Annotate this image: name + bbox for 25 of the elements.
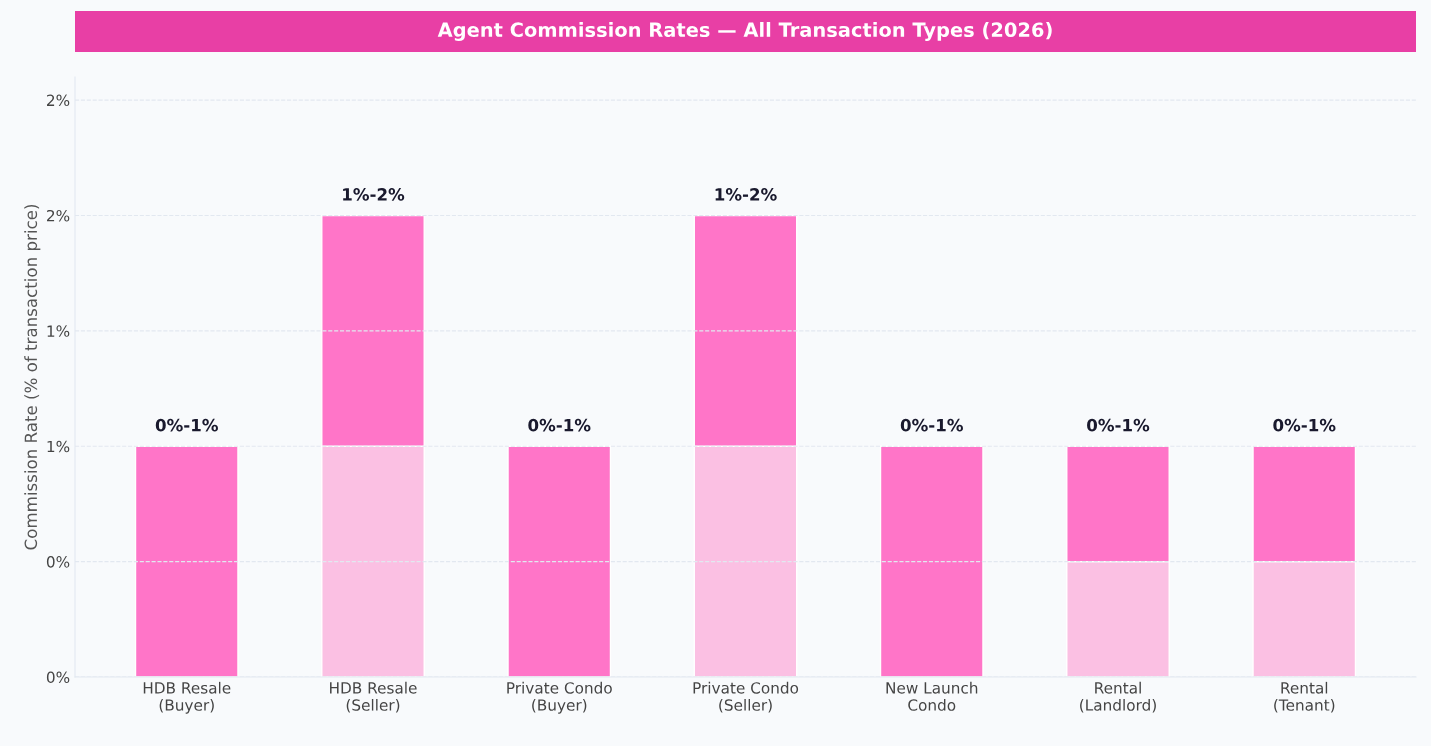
x-tick-label: Rental (Landlord) [1080,681,1156,713]
y-axis-title: Commission Rate (% of transaction price) [24,204,41,550]
y-tick-label: 2% [47,209,70,222]
x-tick-label: Private Condo (Buyer) [507,681,612,714]
text: 0%-1% [900,418,963,432]
text: 0%-1% [1087,418,1150,432]
y-tick-label: 1% [47,440,70,453]
x-tick-label: Rental (Tenant) [1274,681,1335,713]
chart-title: Agent Commission Rates — All Transaction Types (2026) [437,22,1052,41]
x-tick-label: Private Condo (Seller) [693,681,799,713]
y-tick-label: 0% [46,671,70,684]
bar [134,445,239,677]
x-tick-label: New Launch Condo [886,681,978,711]
text: 0%-1% [155,418,218,432]
text: 1%-2% [343,188,405,201]
text: 0%-1% [1273,418,1336,432]
y-tick-label: 0% [46,556,70,568]
text: 0%-1% [528,418,591,432]
x-tick-label: HDB Resale (Seller) [330,681,417,713]
y-tick-label: 2% [47,94,70,107]
y-tick-label: 1% [47,325,70,337]
x-tick-label: HDB Resale (Buyer) [143,681,231,714]
bar [507,445,612,677]
bar [879,445,984,677]
text: 1%-2% [715,188,777,201]
